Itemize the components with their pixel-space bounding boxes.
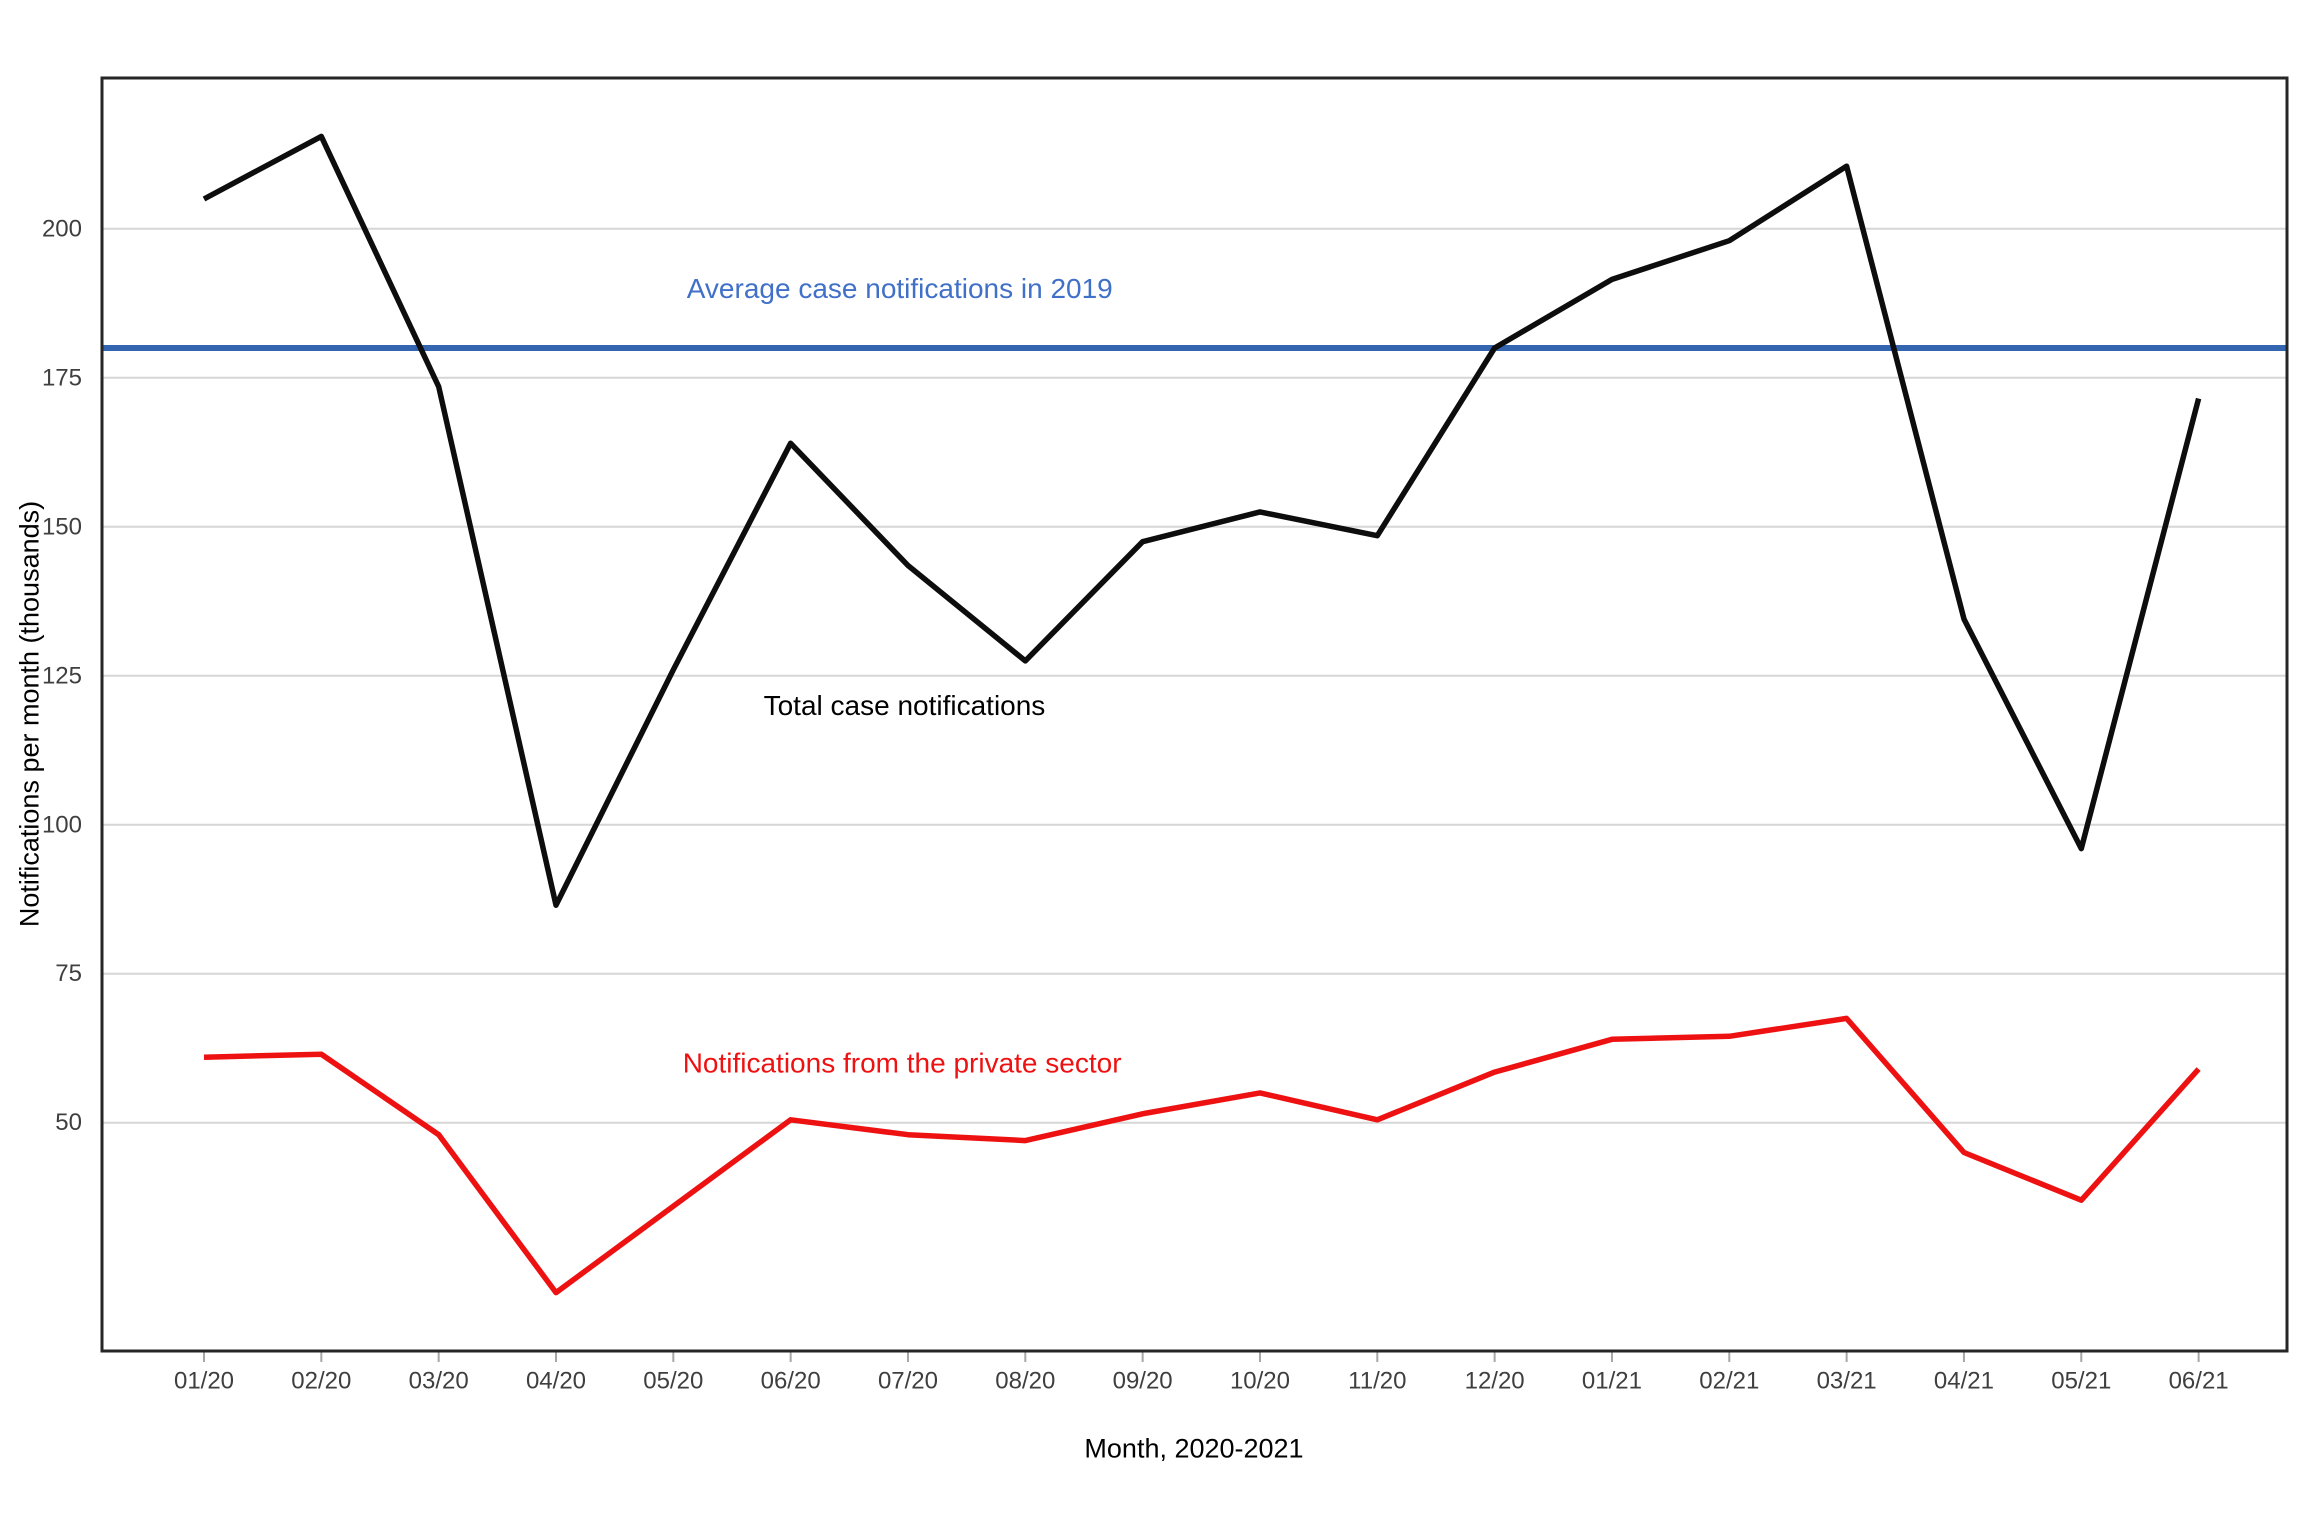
x-tick-label-04-21: 04/21 xyxy=(1934,1368,1994,1395)
y-tick-label-175: 175 xyxy=(42,364,82,391)
x-tick-label-12-20: 12/20 xyxy=(1465,1368,1525,1395)
annotation-notifications-from-the-private-sector: Notifications from the private sector xyxy=(683,1048,1122,1079)
y-tick-label-125: 125 xyxy=(42,662,82,689)
x-tick-label-04-20: 04/20 xyxy=(526,1368,586,1395)
y-axis-title: Notifications per month (thousands) xyxy=(14,500,45,928)
x-axis-title: Month, 2020-2021 xyxy=(1084,1433,1304,1464)
x-tick-label-11-20: 11/20 xyxy=(1348,1368,1406,1395)
x-tick-label-09-20: 09/20 xyxy=(1113,1368,1173,1395)
series-line-total-case-notifications xyxy=(202,133,2202,908)
x-tick-label-03-20: 03/20 xyxy=(409,1368,469,1395)
y-tick-label-75: 75 xyxy=(55,960,82,987)
x-tick-label-08-20: 08/20 xyxy=(995,1368,1055,1395)
y-tick-label-150: 150 xyxy=(42,513,82,540)
x-tick-label-06-21: 06/21 xyxy=(2169,1368,2229,1395)
x-tick-label-06-20: 06/20 xyxy=(761,1368,821,1395)
x-tick-label-05-21: 05/21 xyxy=(2051,1368,2111,1395)
plot-border xyxy=(100,76,2289,1353)
x-tick-label-05-20: 05/20 xyxy=(643,1368,703,1395)
y-tick-label-50: 50 xyxy=(55,1109,82,1136)
x-tick-label-03-21: 03/21 xyxy=(1817,1368,1877,1395)
y-tick-label-100: 100 xyxy=(42,811,82,838)
x-tick-label-02-21: 02/21 xyxy=(1699,1368,1759,1395)
annotation-average-case-notifications-in-2019: Average case notifications in 2019 xyxy=(687,273,1113,304)
x-tick-label-01-20: 01/20 xyxy=(174,1368,234,1395)
y-tick-label-200: 200 xyxy=(42,215,82,242)
x-tick-label-10-20: 10/20 xyxy=(1230,1368,1290,1395)
series-line-notifications-from-the-private-sector xyxy=(203,1015,2201,1296)
x-tick-label-07-20: 07/20 xyxy=(878,1368,938,1395)
annotation-total-case-notifications: Total case notifications xyxy=(764,690,1046,721)
x-tick-label-02-20: 02/20 xyxy=(291,1368,351,1395)
x-tick-label-01-21: 01/21 xyxy=(1582,1368,1642,1395)
